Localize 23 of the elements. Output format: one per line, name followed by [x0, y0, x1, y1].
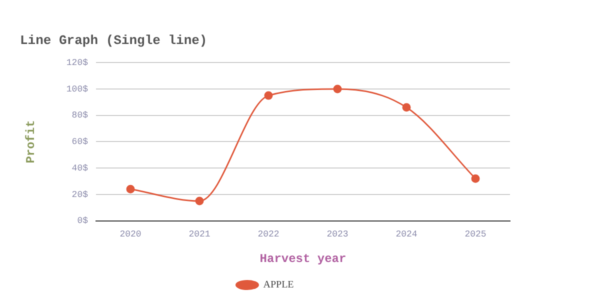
y-tick-label: 100$: [66, 84, 89, 94]
x-tick-label: 2022: [258, 230, 280, 240]
point: [402, 103, 411, 112]
x-axis-title: Harvest year: [260, 252, 346, 266]
point: [333, 84, 342, 94]
legend-label: APPLE: [263, 280, 294, 291]
point: [264, 91, 273, 100]
y-tick-label: 80$: [72, 110, 89, 121]
y-tick-label: 0$: [77, 216, 89, 226]
x-tick-label: 2021: [188, 230, 210, 240]
y-tick-label: 120$: [66, 58, 89, 68]
x-tick-label: 2024: [396, 230, 418, 240]
x-tick-label: 2020: [120, 230, 142, 240]
point: [195, 196, 204, 206]
chart-title: Line Graph (Single line): [20, 33, 208, 48]
point: [126, 184, 135, 194]
x-tick-label: 2025: [464, 230, 486, 240]
point: [471, 174, 480, 183]
y-tick-label: 40$: [72, 163, 89, 174]
x-tick-label: 2023: [326, 230, 348, 240]
y-tick-label: 20$: [72, 190, 89, 200]
y-tick-label: 60$: [72, 137, 89, 148]
y-axis-title: Profit: [24, 120, 38, 164]
